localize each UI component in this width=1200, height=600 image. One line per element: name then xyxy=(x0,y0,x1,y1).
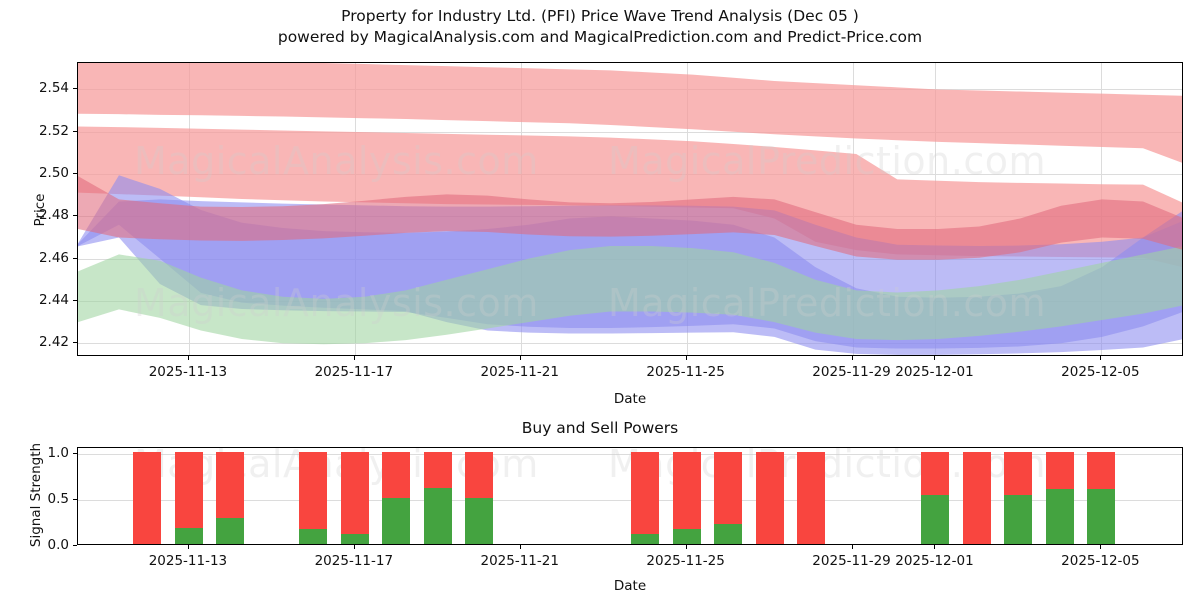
signal-xtick-mark-0 xyxy=(187,545,189,549)
signal-ytick-mark-0 xyxy=(73,545,77,546)
price-ytick-mark-3 xyxy=(73,215,77,217)
signal-chart-plot-area: MagicalAnalysis.com MagicalPrediction.co… xyxy=(77,447,1183,545)
signal-bar[interactable] xyxy=(299,451,328,544)
price-ytick-mark-4 xyxy=(73,173,77,175)
signal-xtick-label-2: 2025-11-21 xyxy=(480,553,559,569)
signal-xtick-label-0: 2025-11-13 xyxy=(148,553,228,569)
signal-ytick-label-1: 0.5 xyxy=(47,490,69,507)
price-ytick-mark-6 xyxy=(73,88,77,90)
signal-xtick-mark-5 xyxy=(934,545,936,549)
signal-bar-buy-segment xyxy=(1045,488,1074,544)
price-xtick-mark-6 xyxy=(1100,356,1102,360)
price-ytick-label-4: 2.50 xyxy=(38,165,69,182)
signal-bar-buy-segment xyxy=(382,497,411,544)
price-band-green-support-wave xyxy=(78,245,1182,345)
price-wave-bands xyxy=(78,63,1182,355)
signal-bar-buy-segment xyxy=(672,528,701,544)
signal-xtick-mark-4 xyxy=(851,545,853,549)
price-ytick-label-3: 2.48 xyxy=(38,207,69,224)
price-gridline-h-0 xyxy=(78,343,1182,345)
price-y-axis-label: Price xyxy=(32,193,48,227)
price-xtick-mark-0 xyxy=(187,356,189,360)
signal-bar[interactable] xyxy=(216,451,245,544)
signal-xtick-label-6: 2025-12-05 xyxy=(1061,553,1140,569)
price-ytick-mark-0 xyxy=(73,342,77,344)
price-ytick-label-5: 2.52 xyxy=(38,122,69,139)
signal-ytick-mark-1 xyxy=(73,498,77,500)
price-xtick-label-2: 2025-11-21 xyxy=(480,364,559,380)
signal-xtick-mark-1 xyxy=(353,545,355,549)
price-ytick-mark-2 xyxy=(73,257,77,259)
signal-bar[interactable] xyxy=(1045,451,1074,544)
signal-bar[interactable] xyxy=(340,451,369,544)
signal-xtick-mark-2 xyxy=(519,545,521,549)
signal-ytick-mark-2 xyxy=(73,452,77,454)
price-xtick-label-1: 2025-11-17 xyxy=(314,364,394,380)
price-ytick-label-0: 2.42 xyxy=(38,334,69,351)
price-xtick-label-4: 2025-11-29 xyxy=(812,364,891,380)
signal-xtick-label-1: 2025-11-17 xyxy=(314,553,394,569)
signal-bar[interactable] xyxy=(382,451,411,544)
signal-bar[interactable] xyxy=(672,451,701,544)
main-title: Property for Industry Ltd. (PFI) Price W… xyxy=(341,7,859,25)
price-x-axis-label: Date xyxy=(613,391,647,407)
signal-bar-buy-segment xyxy=(299,529,328,544)
signal-ytick-label-0: 0.0 xyxy=(47,537,69,553)
price-xtick-mark-3 xyxy=(685,356,687,360)
signal-xtick-label-3: 2025-11-25 xyxy=(646,553,725,569)
signal-bar[interactable] xyxy=(133,451,162,544)
price-xtick-label-3: 2025-11-25 xyxy=(646,364,725,380)
signal-x-axis-label: Date xyxy=(613,578,647,594)
price-ytick-label-6: 2.54 xyxy=(38,80,69,97)
signal-bar-buy-segment xyxy=(423,487,452,544)
signal-bar-buy-segment xyxy=(714,523,743,544)
signal-bar-buy-segment xyxy=(174,528,203,544)
signal-gridline-h-2 xyxy=(78,453,1182,455)
signal-bar[interactable] xyxy=(797,451,826,544)
signal-gridline-h-1 xyxy=(78,499,1182,501)
price-band-red-overlay-wave xyxy=(78,176,1182,260)
signal-bar[interactable] xyxy=(921,451,950,544)
price-chart-plot-area: MagicalAnalysis.com MagicalPrediction.co… xyxy=(77,62,1183,356)
signal-bar[interactable] xyxy=(631,451,660,544)
signal-chart-title: Buy and Sell Powers xyxy=(521,419,679,437)
signal-bar[interactable] xyxy=(1004,451,1033,544)
signal-y-axis-label: Signal Strength xyxy=(28,442,44,548)
signal-bar-buy-segment xyxy=(216,517,245,544)
price-xtick-label-6: 2025-12-05 xyxy=(1061,364,1140,380)
signal-xtick-label-5: 2025-12-01 xyxy=(895,553,974,569)
signal-bar[interactable] xyxy=(714,451,743,544)
signal-bar-buy-segment xyxy=(631,533,660,544)
signal-bar[interactable] xyxy=(755,451,784,544)
signal-bar-buy-segment xyxy=(1004,495,1033,544)
signal-bar-buy-segment xyxy=(921,495,950,544)
signal-xtick-mark-6 xyxy=(1100,545,1102,549)
price-ytick-mark-1 xyxy=(73,299,77,301)
price-ytick-label-2: 2.46 xyxy=(38,249,69,266)
subtitle-credits: powered by MagicalAnalysis.com and Magic… xyxy=(277,28,923,46)
price-ytick-label-1: 2.44 xyxy=(38,291,69,308)
price-ytick-mark-5 xyxy=(73,130,77,132)
signal-ytick-label-2: 1.0 xyxy=(47,444,69,461)
price-xtick-mark-2 xyxy=(519,356,521,360)
signal-bar[interactable] xyxy=(465,451,494,544)
signal-bar-buy-segment xyxy=(1087,489,1116,544)
signal-bar[interactable] xyxy=(174,451,203,544)
signal-bar[interactable] xyxy=(962,451,991,544)
price-band-upper-resistance-band xyxy=(78,63,1182,163)
price-xtick-mark-5 xyxy=(934,356,936,360)
price-xtick-label-5: 2025-12-01 xyxy=(895,364,974,380)
price-gridline-h-5 xyxy=(78,131,1182,133)
signal-bar-buy-segment xyxy=(340,533,369,544)
price-xtick-mark-1 xyxy=(353,356,355,360)
page-title: Property for Industry Ltd. (PFI) Price W… xyxy=(0,6,1200,48)
signal-bar[interactable] xyxy=(1087,451,1116,544)
price-xtick-mark-4 xyxy=(851,356,853,360)
signal-bar-buy-segment xyxy=(465,497,494,544)
signal-bar[interactable] xyxy=(423,451,452,544)
signal-xtick-mark-3 xyxy=(685,545,687,549)
price-xtick-label-0: 2025-11-13 xyxy=(148,364,228,380)
signal-xtick-label-4: 2025-11-29 xyxy=(812,553,891,569)
